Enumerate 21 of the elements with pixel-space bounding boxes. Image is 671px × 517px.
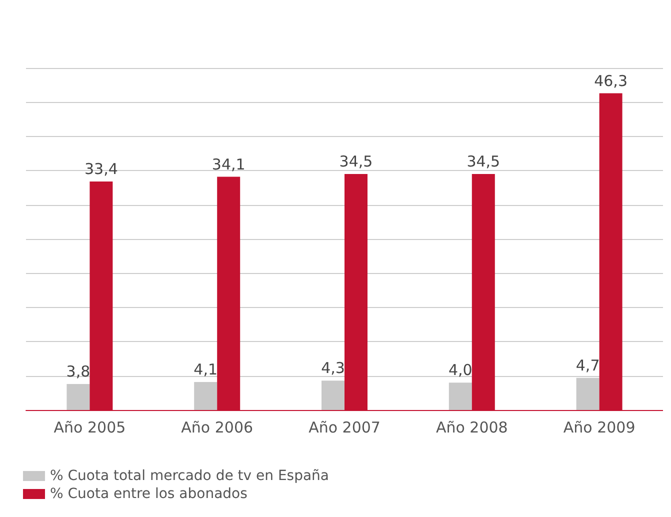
x-tick-label: Año 2007: [308, 418, 380, 436]
data-label: 3,8: [66, 362, 90, 381]
data-label: 46,3: [594, 72, 628, 90]
bar: [448, 382, 472, 410]
legend-label: % Cuota total mercado de tv en España: [50, 468, 329, 484]
bar: [194, 382, 218, 410]
data-label: 33,4: [84, 160, 118, 178]
legend-label: % Cuota entre los abonados: [50, 486, 248, 502]
data-label: 34,1: [212, 155, 246, 174]
bar: [322, 380, 344, 410]
x-tick-label: Año 2005: [54, 418, 126, 436]
data-label: 4,3: [321, 359, 345, 378]
data-label: 34,5: [339, 152, 373, 171]
x-tick-label: Año 2009: [563, 418, 636, 436]
x-tick-label: Año 2006: [181, 418, 254, 436]
data-label: 34,5: [466, 152, 500, 171]
x-tick-label: Año 2008: [436, 418, 508, 436]
data-label: 4,0: [448, 361, 472, 380]
data-label: 4,7: [576, 356, 600, 374]
data-label: 4,1: [194, 360, 218, 378]
bar: [66, 384, 90, 410]
